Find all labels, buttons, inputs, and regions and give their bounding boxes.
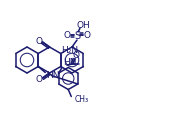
Text: HN: HN xyxy=(46,70,60,79)
Text: O: O xyxy=(84,31,91,40)
Text: OH: OH xyxy=(76,21,90,30)
Text: O: O xyxy=(63,31,71,40)
Text: O: O xyxy=(35,37,42,46)
Text: H₂N: H₂N xyxy=(61,46,78,55)
Text: S: S xyxy=(74,31,80,41)
Text: O: O xyxy=(72,51,79,60)
Text: HN: HN xyxy=(63,58,76,66)
Text: CH₃: CH₃ xyxy=(74,94,88,103)
Text: O: O xyxy=(35,75,42,84)
